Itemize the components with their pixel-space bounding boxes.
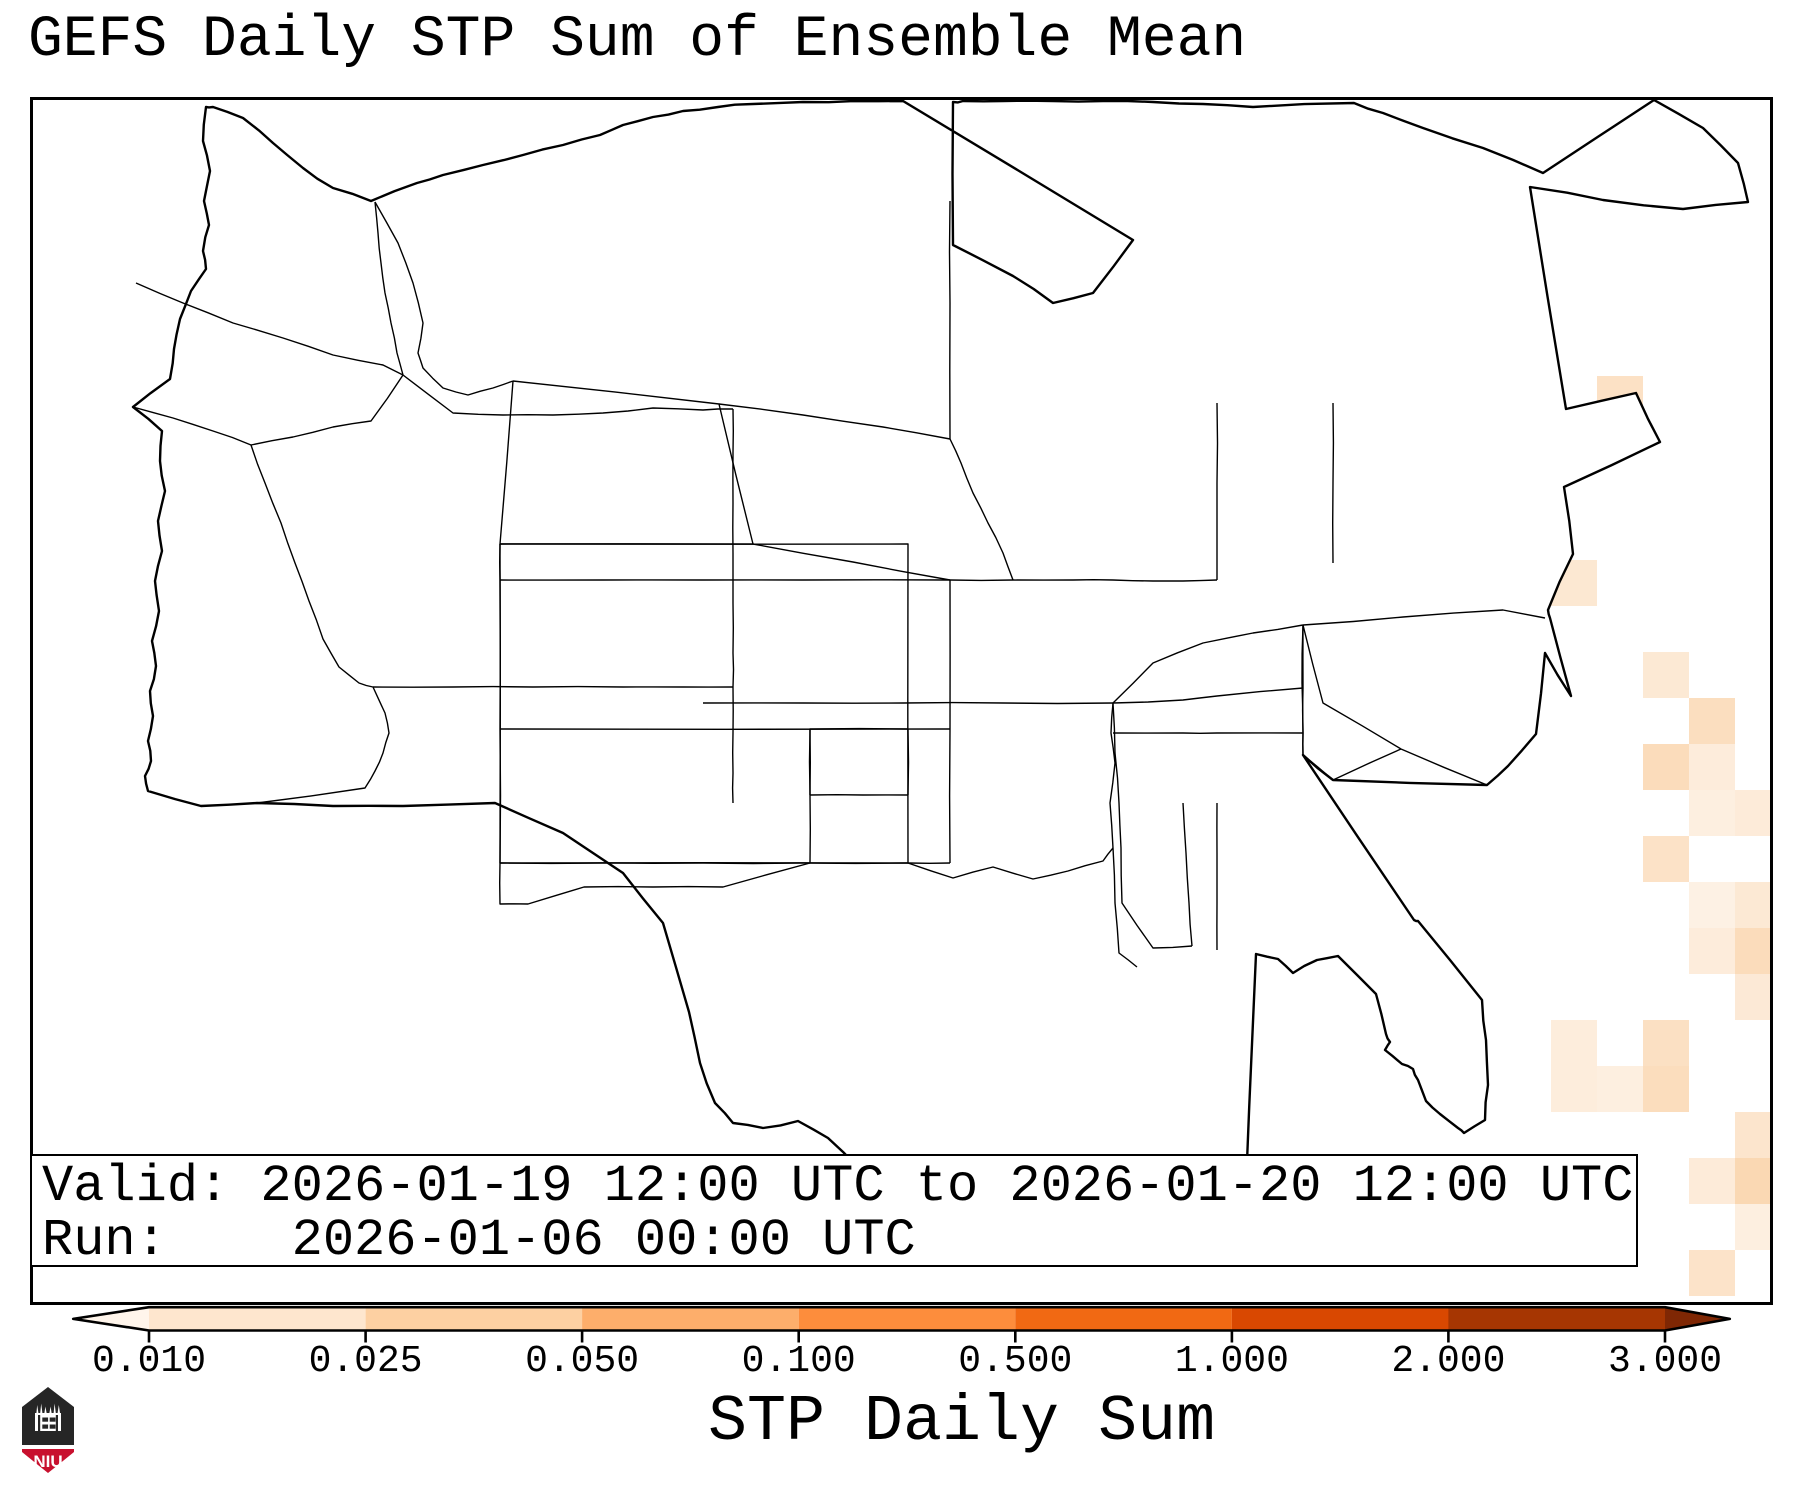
- svg-text:NIU: NIU: [33, 1452, 62, 1471]
